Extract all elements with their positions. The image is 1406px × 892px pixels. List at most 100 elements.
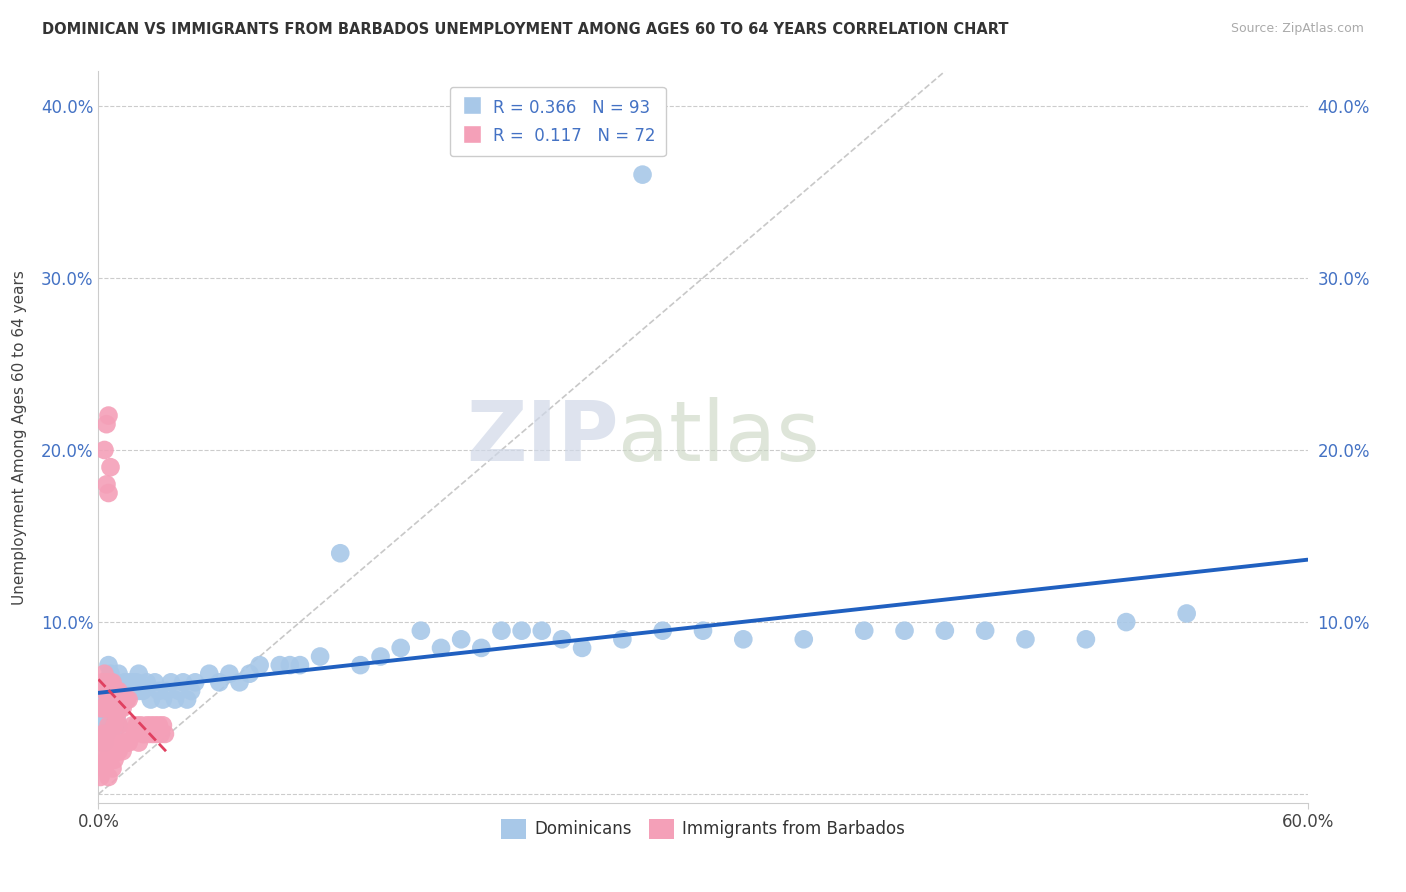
Point [97, 770, 120, 784]
Point [974, 624, 997, 638]
Point [125, 718, 148, 732]
Point [249, 658, 271, 673]
Point [269, 658, 291, 673]
Point [101, 701, 124, 715]
Point [93, 442, 115, 457]
Point [93, 666, 115, 681]
Point [101, 710, 124, 724]
Point [101, 675, 124, 690]
Point [103, 675, 125, 690]
Point [96, 701, 118, 715]
Point [118, 675, 141, 690]
Point [91, 675, 114, 690]
Point [97, 658, 120, 673]
Point [934, 624, 956, 638]
Point [91, 727, 114, 741]
Point [139, 718, 162, 732]
Point [105, 710, 128, 724]
Point [176, 692, 198, 706]
Point [110, 701, 132, 715]
Point [160, 675, 183, 690]
Point [153, 727, 176, 741]
Point [110, 735, 132, 749]
Point [97, 486, 120, 500]
Point [114, 675, 136, 690]
Point [115, 692, 138, 706]
Point [96, 417, 118, 432]
Point [97, 692, 120, 706]
Point [105, 684, 128, 698]
Point [96, 675, 118, 690]
Point [111, 744, 134, 758]
Point [149, 727, 172, 741]
Point [121, 675, 143, 690]
Point [1014, 632, 1036, 647]
Point [430, 640, 453, 655]
Point [134, 727, 156, 741]
Point [107, 718, 129, 732]
Point [89, 718, 111, 732]
Point [143, 675, 166, 690]
Point [132, 727, 155, 741]
Text: DOMINICAN VS IMMIGRANTS FROM BARBADOS UNEMPLOYMENT AMONG AGES 60 TO 64 YEARS COR: DOMINICAN VS IMMIGRANTS FROM BARBADOS UN… [42, 22, 1008, 37]
Point [100, 727, 122, 741]
Point [132, 684, 155, 698]
Point [97, 409, 120, 423]
Point [129, 718, 152, 732]
Point [97, 675, 120, 690]
Point [128, 735, 150, 749]
Point [107, 684, 129, 698]
Point [551, 632, 574, 647]
Point [100, 718, 122, 732]
Point [96, 701, 118, 715]
Point [571, 640, 593, 655]
Point [107, 692, 129, 706]
Point [100, 753, 122, 767]
Point [101, 761, 124, 775]
Point [107, 666, 129, 681]
Point [128, 666, 150, 681]
Point [1115, 615, 1137, 629]
Point [115, 692, 138, 706]
Point [91, 753, 114, 767]
Point [89, 735, 111, 749]
Point [125, 675, 148, 690]
Point [124, 684, 146, 698]
Point [163, 692, 186, 706]
Point [409, 624, 432, 638]
Point [120, 684, 142, 698]
Point [114, 735, 136, 749]
Point [110, 692, 132, 706]
Point [89, 770, 111, 784]
Point [96, 477, 118, 491]
Point [101, 684, 124, 698]
Point [103, 753, 125, 767]
Point [138, 727, 160, 741]
Point [103, 718, 125, 732]
Point [93, 735, 115, 749]
Point [389, 640, 412, 655]
Point [120, 727, 142, 741]
Point [97, 692, 120, 706]
Point [91, 701, 114, 715]
Point [148, 718, 170, 732]
Point [152, 718, 174, 732]
Text: ZIP: ZIP [465, 397, 619, 477]
Point [893, 624, 915, 638]
Text: Source: ZipAtlas.com: Source: ZipAtlas.com [1230, 22, 1364, 36]
Point [491, 624, 513, 638]
Point [105, 744, 128, 758]
Point [96, 727, 118, 741]
Point [100, 675, 122, 690]
Legend: Dominicans, Immigrants from Barbados: Dominicans, Immigrants from Barbados [495, 812, 911, 846]
Point [103, 701, 125, 715]
Point [128, 684, 150, 698]
Point [96, 753, 118, 767]
Point [853, 624, 876, 638]
Text: atlas: atlas [619, 397, 820, 477]
Point [93, 710, 115, 724]
Point [733, 632, 755, 647]
Point [172, 675, 194, 690]
Point [100, 666, 122, 681]
Point [278, 658, 301, 673]
